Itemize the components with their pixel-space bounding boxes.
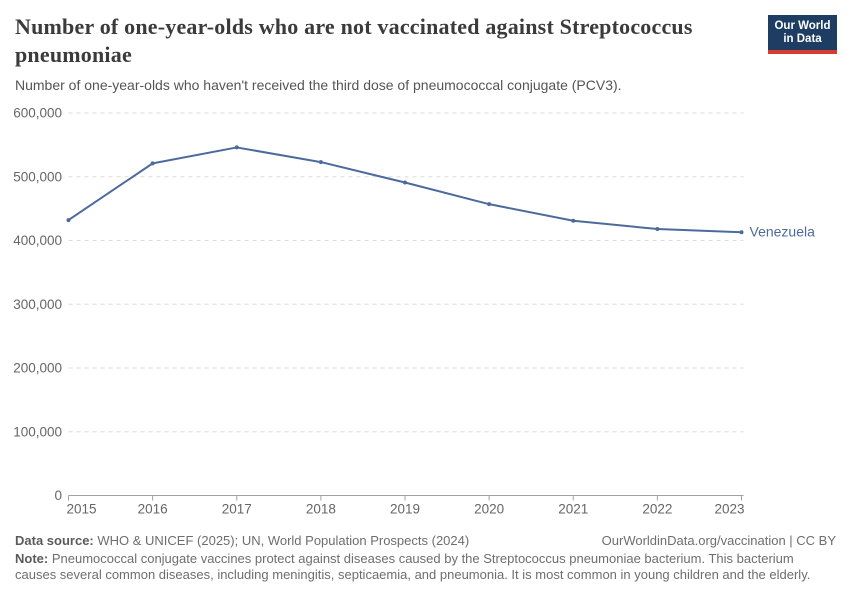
note-line: Note: Pneumococcal conjugate vaccines pr…	[15, 551, 836, 584]
x-tick-label: 2015	[67, 502, 97, 517]
owid-logo-line1: Our World	[774, 20, 831, 32]
data-point[interactable]	[739, 230, 744, 235]
series-label[interactable]: Venezuela	[750, 224, 816, 240]
note-label: Note:	[15, 550, 49, 566]
y-tick-label: 600,000	[13, 106, 62, 121]
owid-license-link[interactable]: OurWorldinData.org/vaccination | CC BY	[601, 533, 836, 548]
x-tick-label: 2020	[474, 502, 504, 517]
note-text: Pneumococcal conjugate vaccines protect …	[15, 550, 811, 583]
data-point[interactable]	[487, 202, 492, 207]
x-tick-label: 2019	[390, 502, 420, 517]
x-tick-label: 2018	[306, 502, 336, 517]
data-point[interactable]	[655, 227, 660, 232]
data-point[interactable]	[571, 218, 576, 223]
line-chart-canvas[interactable]: 0 100,000 200,000 300,000 400,000 500,000 600,…	[0, 100, 850, 525]
x-tick-label: 2022	[642, 502, 672, 517]
y-tick-label: 100,000	[13, 424, 62, 439]
chart-footer: Data source: WHO & UNICEF (2025); UN, Wo…	[15, 533, 836, 584]
data-point[interactable]	[318, 160, 323, 165]
data-point[interactable]	[403, 180, 407, 185]
y-tick-label: 200,000	[13, 361, 62, 376]
data-point[interactable]	[66, 218, 71, 223]
data-source-line: Data source: WHO & UNICEF (2025); UN, Wo…	[15, 533, 469, 550]
data-point[interactable]	[234, 145, 239, 150]
chart-title: Number of one-year-olds who are not vacc…	[15, 14, 693, 67]
chart-subtitle: Number of one-year-olds who haven't rece…	[15, 77, 622, 93]
y-tick-label: 300,000	[13, 297, 62, 312]
owid-logo-line2: in Data	[783, 33, 822, 45]
data-point[interactable]	[150, 161, 155, 166]
data-source-label: Data source:	[15, 533, 94, 548]
y-tick-label: 400,000	[13, 233, 62, 248]
x-tick-label: 2017	[222, 502, 252, 517]
x-tick-label: 2023	[714, 502, 744, 517]
x-tick-label: 2021	[558, 502, 588, 517]
x-tick-label: 2016	[138, 502, 168, 517]
data-source-text: WHO & UNICEF (2025); UN, World Populatio…	[93, 533, 470, 548]
owid-logo[interactable]: Our World in Data	[768, 15, 837, 54]
y-tick-label: 500,000	[13, 169, 62, 184]
series-line[interactable]	[67, 146, 743, 234]
y-tick-label: 0	[54, 488, 62, 503]
